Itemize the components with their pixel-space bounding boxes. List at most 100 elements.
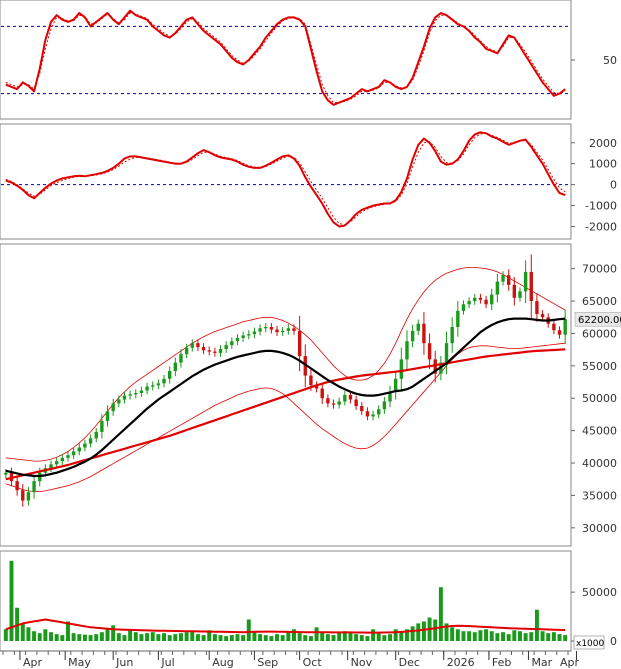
candle-body [478,297,483,300]
volume-bar [546,633,551,641]
volume-bar [512,630,517,641]
volume-bar [150,632,155,641]
candle-body [467,301,471,305]
candle-body [117,399,121,404]
candle-body [461,304,466,311]
last-price-label: 62200.00 [578,315,621,326]
candle-body [71,451,76,456]
candle-body [167,371,172,379]
volume-bar [99,632,104,641]
candle-body [162,378,166,384]
candle-body [88,438,93,444]
candle-body [444,343,449,363]
volume-bar [325,634,330,641]
candle-body [218,349,223,353]
momentum-lines [5,131,566,228]
volume-unit-tag: x1000 [573,635,605,650]
volume-bar [37,633,42,641]
price-tick-label: 60000 [582,327,617,340]
volume-bar [116,633,121,641]
candle-body [501,275,505,282]
volume-bar [506,634,511,641]
candle-body [54,461,59,465]
oscillator-panel [0,0,572,120]
candle-body [433,359,437,374]
candle-body [241,335,245,338]
volume-bar [291,629,296,641]
candle-body [252,331,257,335]
volume-bar [20,623,25,641]
momentum-tick-label: 2000 [589,137,617,150]
x-axis-label: May [68,656,91,669]
candle-body [196,343,200,348]
panel-frames [0,0,572,652]
volume-bar [133,632,138,641]
volume-bar [348,632,353,641]
volume-unit-box [573,635,605,650]
candle-body [309,375,313,386]
volume-tick-label: 50000 [582,586,617,599]
x-axis-label: 2026 [447,656,475,669]
volume-bar [517,631,522,641]
volume-bar [173,634,178,641]
x-axis-label: Apr [560,656,580,669]
volume-bar [246,619,251,641]
candle-body [354,399,358,407]
candle-body [286,328,291,331]
volume-bar [404,629,409,641]
volume-bar [421,621,426,641]
oscillator-signal-line [5,12,566,104]
candle-body [399,359,404,379]
candle-body [292,328,296,331]
volume-bar [207,630,212,641]
volume-bar [235,634,240,641]
candle-body [343,395,347,402]
volume-bar [9,560,14,641]
candle-body [111,403,115,412]
price-tick-label: 55000 [582,360,617,373]
candle-body [331,403,336,405]
candle-body [269,326,274,330]
candle-body [184,347,189,355]
candle-body [4,472,8,475]
volume-bar [472,632,477,641]
volume-bar [65,621,70,641]
candle-body [495,281,500,295]
volume-bar [139,634,144,641]
volume-bar [337,633,342,641]
volume-bar [111,625,116,641]
momentum-tick-label: 0 [610,179,617,192]
momentum-panel [0,123,572,240]
candle-body [320,388,324,399]
candle-body [66,455,70,458]
volume-bar [201,635,206,641]
oscillator-reference-lines [1,25,570,95]
price-candles [4,254,567,507]
volume-bar [365,636,370,641]
x-axis-label: Jul [160,656,174,669]
price-tick-label: 70000 [582,263,617,276]
upper-band-line [5,266,566,462]
price-tick-label: 30000 [582,522,617,535]
volume-bar [88,635,93,641]
candle-body [450,326,454,344]
candle-body [523,271,528,292]
candle-body [32,481,36,493]
candle-body [552,323,556,331]
candle-body [540,314,545,318]
volume-bar [258,634,263,641]
price-tick-label: 35000 [582,489,617,502]
volume-bar [433,619,438,641]
volume-bar [190,631,195,641]
candle-body [105,411,110,421]
candle-body [535,301,539,315]
volume-bar [60,635,65,641]
candle-body [365,411,370,417]
candle-body [190,343,194,348]
x-axis-label: Aug [212,656,233,669]
last-price-tag: 62200.00 [574,311,621,327]
volume-bar [529,632,534,641]
volume-bar [71,633,76,641]
volume-bar [501,632,506,641]
volume-bar [224,636,229,641]
